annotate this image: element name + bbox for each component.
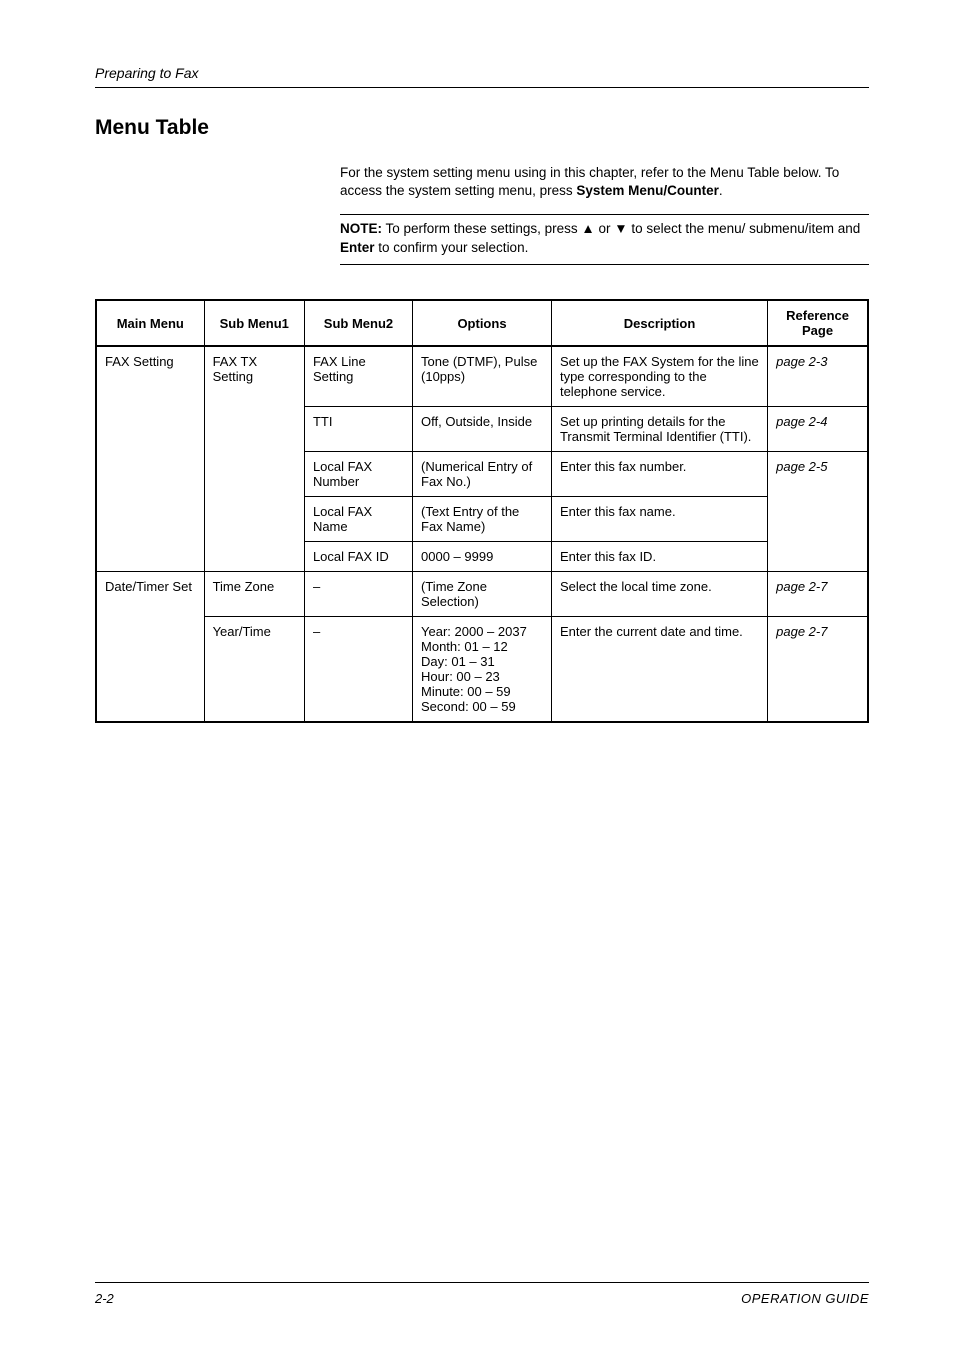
footer-guide: OPERATION GUIDE xyxy=(741,1291,869,1306)
footer-pagenum: 2-2 xyxy=(95,1291,114,1306)
cell-opt-3: (Numerical Entry of Fax No.) xyxy=(413,452,552,497)
intro-bold: System Menu/Counter xyxy=(576,183,719,198)
cell-desc-7: Enter the current date and time. xyxy=(551,617,767,723)
cell-ref-3: page 2-5 xyxy=(768,452,868,572)
cell-sub2-5: Local FAX ID xyxy=(304,542,412,572)
intro-block: For the system setting menu using in thi… xyxy=(340,164,869,265)
cell-ref-6: page 2-7 xyxy=(768,572,868,617)
th-ref-line2: Page xyxy=(802,323,833,338)
triangle-up-icon: ▲ xyxy=(581,221,594,236)
page-footer: 2-2 OPERATION GUIDE xyxy=(95,1282,869,1306)
table-row: FAX Setting FAX TX Setting FAX Line Sett… xyxy=(96,346,868,407)
cell-desc-3: Enter this fax number. xyxy=(551,452,767,497)
th-main: Main Menu xyxy=(96,300,204,346)
running-head: Preparing to Fax xyxy=(95,65,869,88)
cell-sub2-4: Local FAX Name xyxy=(304,497,412,542)
cell-opt-6: (Time Zone Selection) xyxy=(413,572,552,617)
cell-desc-4: Enter this fax name. xyxy=(551,497,767,542)
cell-opt-7: Year: 2000 – 2037 Month: 01 – 12 Day: 01… xyxy=(413,617,552,723)
cell-ref-1: page 2-3 xyxy=(768,346,868,407)
th-sub2: Sub Menu2 xyxy=(304,300,412,346)
note-mid: to select the menu/ submenu/item and xyxy=(628,221,861,236)
note-box: NOTE: To perform these settings, press ▲… xyxy=(340,214,869,265)
th-description: Description xyxy=(551,300,767,346)
intro-paragraph: For the system setting menu using in thi… xyxy=(340,164,869,200)
note-post: to confirm your selection. xyxy=(375,240,529,255)
cell-opt-5: 0000 – 9999 xyxy=(413,542,552,572)
cell-opt-1: Tone (DTMF), Pulse (10pps) xyxy=(413,346,552,407)
cell-desc-5: Enter this fax ID. xyxy=(551,542,767,572)
th-sub1: Sub Menu1 xyxy=(204,300,304,346)
cell-sub2-2: TTI xyxy=(304,407,412,452)
triangle-down-icon: ▼ xyxy=(614,221,627,236)
cell-sub1-1: FAX TX Setting xyxy=(204,346,304,572)
note-or: or xyxy=(595,221,615,236)
cell-sub1-2: Time Zone xyxy=(204,572,304,617)
note-label: NOTE: xyxy=(340,221,382,236)
cell-sub2-1: FAX Line Setting xyxy=(304,346,412,407)
th-reference: Reference Page xyxy=(768,300,868,346)
cell-opt-2: Off, Outside, Inside xyxy=(413,407,552,452)
cell-sub2-3: Local FAX Number xyxy=(304,452,412,497)
table-row: Date/Timer Set Time Zone – (Time Zone Se… xyxy=(96,572,868,617)
table-header-row: Main Menu Sub Menu1 Sub Menu2 Options De… xyxy=(96,300,868,346)
cell-main-2: Date/Timer Set xyxy=(96,572,204,723)
cell-desc-6: Select the local time zone. xyxy=(551,572,767,617)
table-row: Year/Time – Year: 2000 – 2037 Month: 01 … xyxy=(96,617,868,723)
section-title: Menu Table xyxy=(95,116,869,140)
intro-after: . xyxy=(719,183,723,198)
note-enter: Enter xyxy=(340,240,375,255)
menu-table: Main Menu Sub Menu1 Sub Menu2 Options De… xyxy=(95,299,869,723)
cell-ref-7: page 2-7 xyxy=(768,617,868,723)
cell-sub2-6: – xyxy=(304,572,412,617)
cell-opt-4: (Text Entry of the Fax Name) xyxy=(413,497,552,542)
cell-ref-2: page 2-4 xyxy=(768,407,868,452)
note-pre: To perform these settings, press xyxy=(382,221,581,236)
cell-sub2-7: – xyxy=(304,617,412,723)
cell-desc-2: Set up printing details for the Transmit… xyxy=(551,407,767,452)
th-options: Options xyxy=(413,300,552,346)
cell-main-1: FAX Setting xyxy=(96,346,204,572)
cell-sub1-3: Year/Time xyxy=(204,617,304,723)
cell-desc-1: Set up the FAX System for the line type … xyxy=(551,346,767,407)
th-ref-line1: Reference xyxy=(786,308,849,323)
